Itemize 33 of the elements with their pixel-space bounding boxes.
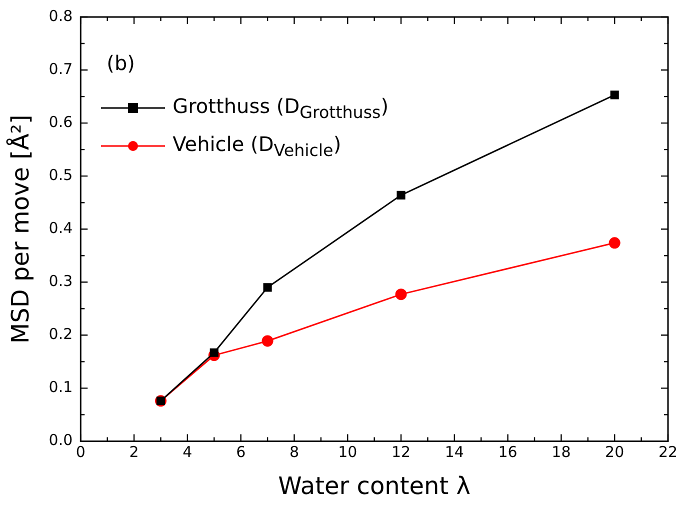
y-axis-title: MSD per move [Å²]	[6, 114, 35, 344]
legend-label: Vehicle (D$_{Vehicle}$)	[172, 132, 342, 160]
x-axis-title: Water content λ	[278, 472, 470, 500]
y-tick-label: 0.3	[48, 272, 73, 290]
x-tick-label: 14	[444, 443, 464, 462]
x-tick-label: 22	[658, 443, 678, 462]
x-tick-label: 6	[236, 443, 246, 462]
y-tick-label: 0.8	[48, 6, 73, 25]
point	[262, 335, 274, 347]
point	[263, 283, 272, 292]
x-tick-label: 20	[605, 443, 624, 462]
y-tick-label: 0.5	[48, 166, 73, 184]
x-tick-label: 12	[391, 443, 411, 462]
y-tick-label: 0.0	[48, 431, 73, 450]
point	[210, 348, 218, 357]
x-tick-label: 10	[338, 443, 358, 462]
point	[395, 288, 407, 300]
x-tick-label: 16	[498, 443, 518, 462]
x-tick-label: 4	[182, 443, 192, 462]
legend-label: Grotthuss (D$_{Grotthuss}$)	[172, 94, 389, 122]
y-tick-label: 0.4	[48, 218, 73, 237]
point	[396, 190, 406, 200]
y-tick-label: 0.6	[48, 112, 73, 131]
x-tick-label: 2	[129, 443, 139, 462]
y-tick-label: 0.1	[48, 378, 73, 396]
x-tick-label: 18	[552, 443, 571, 462]
x-tick-label: 8	[289, 443, 300, 462]
y-tick-label: 0.2	[48, 325, 73, 344]
point	[608, 237, 620, 249]
point	[610, 90, 619, 100]
annotation: (b)	[106, 51, 135, 76]
y-tick-label: 0.7	[48, 60, 73, 78]
x-tick-label: 0	[76, 443, 86, 462]
